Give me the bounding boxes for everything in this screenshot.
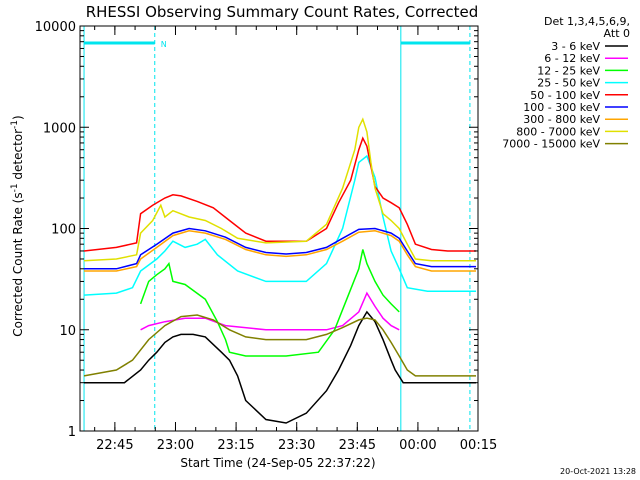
x-tick-label: 00:00 — [399, 438, 436, 453]
y-axis-label-sup2: -1 — [10, 120, 20, 129]
y-tick-label: 1000 — [43, 121, 76, 136]
x-tick-label: 22:45 — [96, 438, 133, 453]
flag-label: N — [161, 40, 167, 49]
legend-label: 7000 - 15000 keV — [502, 138, 600, 151]
legend-header-line: Det 1,3,4,5,6,9, — [544, 15, 630, 28]
x-axis-label: Start Time (24-Sep-05 22:37:22) — [180, 456, 375, 470]
series-line-5 — [84, 227, 476, 270]
legend-label: 100 - 300 keV — [523, 101, 600, 114]
vertical-markers: N — [83, 26, 471, 431]
series-line-6 — [84, 230, 476, 272]
x-tick-label: 23:00 — [157, 438, 194, 453]
chart-title: RHESSI Observing Summary Count Rates, Co… — [86, 3, 479, 21]
y-axis-label: Corrected Count Rate (s-1 detector-1) — [10, 115, 25, 336]
legend-label: 25 - 50 keV — [537, 77, 600, 90]
series-line-4 — [83, 136, 476, 252]
y-tick-label: 10 — [59, 324, 76, 339]
axes: 1 10 100 1000 10000 22:45 23:00 23:15 23:30 23:45… — [35, 20, 498, 453]
series-line-0 — [84, 310, 476, 424]
series-line-7 — [83, 117, 476, 262]
series-line-8 — [83, 314, 476, 377]
y-tick-label: 100 — [51, 223, 76, 238]
legend-label: 12 - 25 keV — [537, 64, 600, 77]
x-tick-label: 23:45 — [339, 438, 376, 453]
y-axis-label-part1: Corrected Count Rate (s — [11, 192, 25, 336]
series-line-2 — [139, 249, 400, 357]
x-tick-label: 23:15 — [217, 438, 254, 453]
legend-label: 6 - 12 keV — [544, 52, 600, 65]
x-tick-label: 23:30 — [278, 438, 315, 453]
y-axis-label-part2: detector — [11, 129, 25, 184]
series-line-3 — [83, 154, 476, 296]
legend-label: 300 - 800 keV — [523, 113, 600, 126]
y-tick-label: 10000 — [35, 20, 76, 35]
x-tick-label: 00:15 — [460, 438, 497, 453]
y-axis-label-sup1: -1 — [10, 183, 20, 192]
y-axis-label-part3: ) — [11, 115, 25, 120]
legend-header-line: Att 0 — [604, 27, 630, 40]
legend-label: 50 - 100 keV — [530, 89, 600, 102]
footer-timestamp: 20-Oct-2021 13:28 — [560, 467, 636, 476]
legend-label: 800 - 7000 keV — [516, 125, 600, 138]
y-tick-label: 1 — [68, 425, 76, 440]
legend-label: 3 - 6 keV — [551, 40, 600, 53]
series-lines — [83, 117, 476, 424]
